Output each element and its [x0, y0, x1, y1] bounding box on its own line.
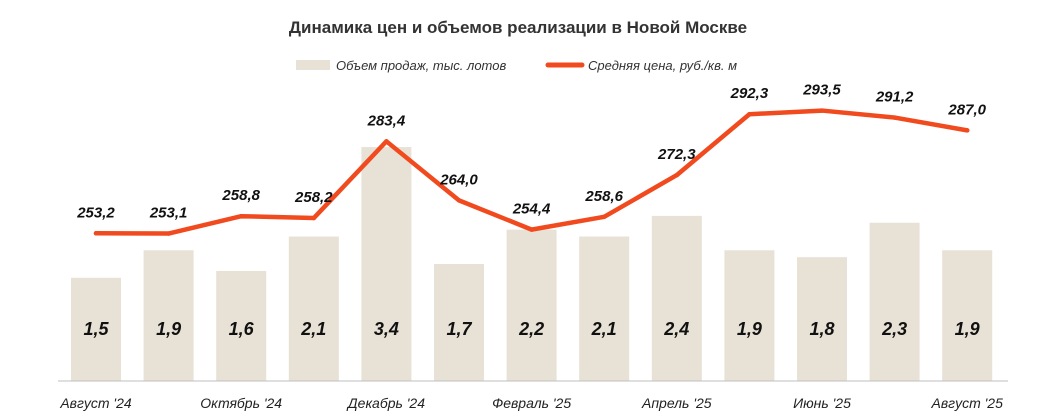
price-point: [166, 231, 171, 236]
legend-bar-label: Объем продаж, тыс. лотов: [336, 58, 506, 73]
price-value-label: 254,4: [512, 201, 551, 218]
x-tick-label: Февраль '25: [492, 395, 571, 411]
x-tick-label: Август '25: [931, 395, 1004, 411]
x-tick-label: Август '24: [59, 395, 132, 411]
bar-value-label: 2,3: [881, 319, 907, 339]
price-point: [819, 108, 825, 113]
x-tick-label: Декабрь '24: [346, 395, 425, 411]
price-value-label: 291,2: [875, 89, 914, 106]
bar: [361, 147, 412, 381]
bar-value-label: 3,4: [374, 319, 399, 339]
bar-value-label: 1,8: [809, 319, 834, 339]
price-point: [602, 214, 607, 220]
chart-title: Динамика цен и объемов реализации в Ново…: [289, 18, 747, 37]
price-point: [456, 198, 462, 203]
bar-labels-layer: 1,5 1,9 1,6 2,1 3,4 1,7 2,2 2,1 2,4 1,9 1,8 2,3 1,9: [83, 319, 979, 339]
x-tick-label: Июнь '25: [793, 395, 851, 411]
bar: [434, 264, 484, 381]
bar: [942, 250, 993, 381]
price-point: [384, 139, 389, 144]
legend-bar-swatch: [296, 60, 330, 70]
x-tick-label: Октябрь '24: [200, 395, 282, 411]
bar-value-label: 2,4: [663, 319, 689, 339]
bar: [288, 236, 339, 381]
x-axis-ticks: Август '24 Октябрь '24 Декабрь '24 Февраль …: [59, 395, 1003, 411]
price-value-label: 253,2: [76, 204, 115, 221]
bars-layer: [71, 147, 993, 381]
bar-value-label: 1,7: [446, 319, 472, 339]
price-value-label: 293,5: [802, 82, 841, 99]
bar: [216, 270, 267, 381]
line-layer: [93, 108, 970, 236]
bar: [143, 250, 194, 381]
legend: Объем продаж, тыс. лотов Средняя цена, р…: [296, 58, 737, 73]
price-value-label: 253,1: [149, 205, 188, 222]
bar-value-label: 2,1: [300, 319, 326, 339]
legend-line-label: Средняя цена, руб./кв. м: [588, 58, 737, 73]
x-tick-label: Апрель '25: [641, 395, 712, 411]
bar: [579, 236, 630, 381]
bar: [724, 250, 775, 381]
bar: [651, 215, 702, 381]
price-point: [747, 112, 752, 117]
price-point: [892, 115, 897, 120]
price-value-label: 287,0: [947, 101, 986, 118]
bar-value-label: 1,9: [737, 319, 762, 339]
bar-value-label: 2,1: [591, 319, 617, 339]
bar: [797, 257, 847, 381]
price-point: [674, 172, 679, 178]
price-value-label: 264,0: [439, 171, 478, 188]
price-value-label: 258,6: [584, 188, 623, 205]
bar-value-label: 1,5: [83, 319, 109, 339]
line-labels-layer: 253,2 253,1 258,8 258,2 283,4 264,0 254,4 258,6…: [76, 82, 986, 222]
bar-value-label: 1,9: [156, 319, 181, 339]
price-value-label: 272,3: [657, 146, 696, 163]
bar-value-label: 2,2: [518, 319, 544, 339]
price-value-label: 292,3: [730, 85, 769, 102]
price-point: [529, 227, 534, 232]
bar: [71, 277, 121, 381]
bar-value-label: 1,6: [229, 319, 255, 339]
price-value-label: 258,2: [294, 189, 333, 206]
price-value-label: 283,4: [367, 112, 406, 129]
price-value-label: 258,8: [221, 187, 260, 204]
bar: [869, 222, 920, 381]
bar: [506, 229, 557, 381]
price-point: [311, 215, 316, 221]
price-point: [93, 231, 99, 236]
bar-value-label: 1,9: [955, 319, 980, 339]
price-point: [239, 214, 244, 219]
price-point: [965, 128, 970, 133]
